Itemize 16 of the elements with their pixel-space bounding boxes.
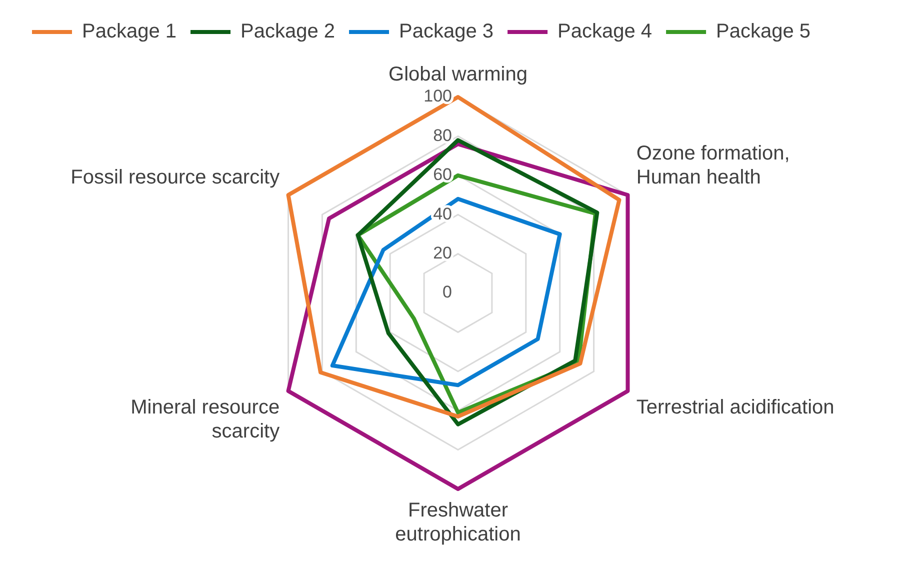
y-tick-label: 100 xyxy=(424,86,452,106)
legend-label: Package 3 xyxy=(399,20,494,43)
y-tick-label: 80 xyxy=(433,126,452,145)
spoke-label: Global warming xyxy=(388,64,528,86)
spoke-label: Mineral resource scarcity xyxy=(130,396,280,443)
legend-label: Package 5 xyxy=(716,20,811,43)
legend-label: Package 4 xyxy=(558,20,652,43)
y-tick-label: 0 xyxy=(442,282,452,302)
spoke-label: Ozone formation, Human health xyxy=(636,142,790,189)
y-tick-label: 60 xyxy=(433,165,452,184)
spoke-label: Terrestrial acidification xyxy=(636,396,834,419)
y-tick-label: 20 xyxy=(433,243,452,262)
legend-label: Package 2 xyxy=(240,20,336,43)
spoke-label: Freshwater eutrophication xyxy=(395,500,521,546)
legend-label: Package 1 xyxy=(82,20,177,43)
spoke-label: Fossil resource scarcity xyxy=(70,166,280,189)
